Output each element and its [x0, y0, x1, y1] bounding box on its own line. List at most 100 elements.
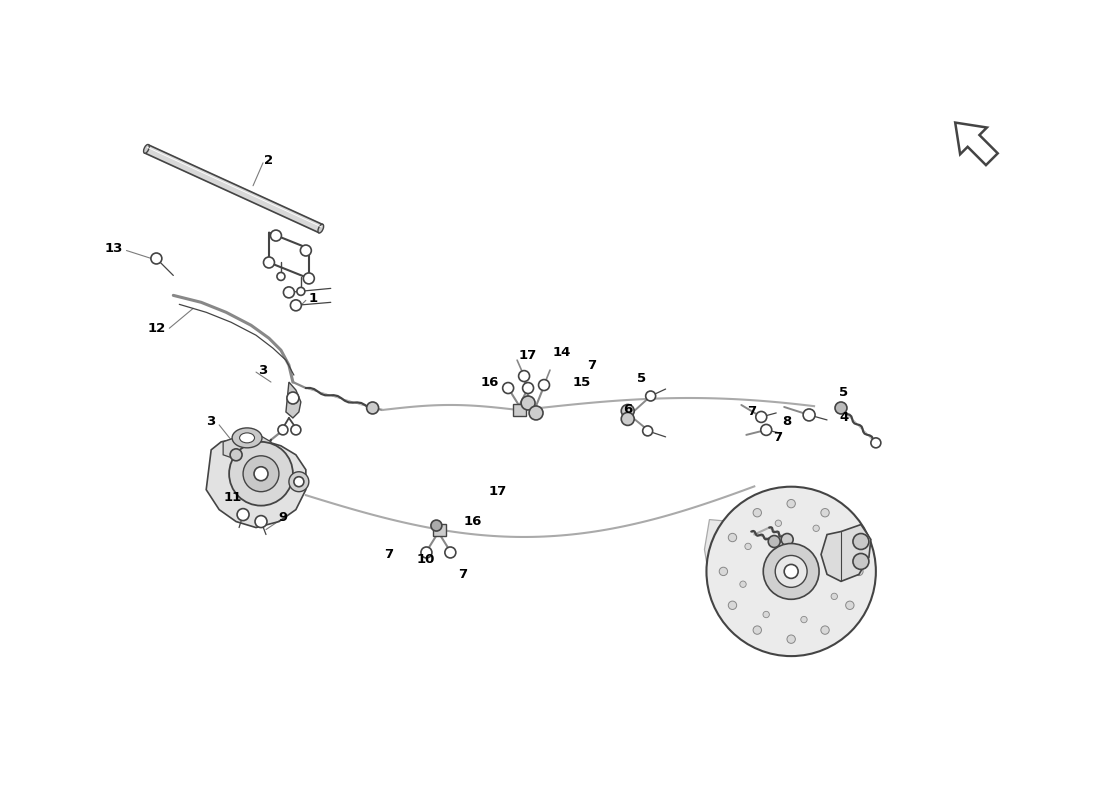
Text: 7: 7	[384, 548, 393, 561]
Circle shape	[740, 581, 746, 587]
Circle shape	[776, 555, 807, 587]
Text: 13: 13	[104, 242, 123, 255]
Circle shape	[444, 547, 455, 558]
Circle shape	[852, 554, 869, 570]
Circle shape	[871, 438, 881, 448]
Circle shape	[763, 543, 820, 599]
Circle shape	[813, 525, 820, 531]
Text: 3: 3	[258, 364, 267, 377]
Text: 6: 6	[623, 403, 632, 417]
Circle shape	[304, 273, 315, 284]
Text: 7: 7	[747, 406, 756, 418]
Circle shape	[821, 626, 829, 634]
Circle shape	[287, 392, 299, 404]
Text: 15: 15	[573, 375, 591, 389]
Circle shape	[855, 567, 864, 575]
Circle shape	[781, 534, 793, 546]
Circle shape	[290, 300, 301, 311]
Polygon shape	[206, 438, 306, 527]
Polygon shape	[513, 404, 526, 416]
Text: 8: 8	[782, 415, 792, 429]
Text: 4: 4	[839, 411, 848, 425]
Polygon shape	[286, 382, 301, 418]
Circle shape	[294, 477, 304, 486]
Circle shape	[801, 616, 807, 622]
Circle shape	[255, 515, 267, 527]
Polygon shape	[821, 525, 871, 582]
Text: 1: 1	[308, 292, 318, 305]
Circle shape	[761, 425, 772, 435]
Circle shape	[728, 534, 737, 542]
Ellipse shape	[240, 433, 254, 443]
Circle shape	[803, 409, 815, 421]
Circle shape	[754, 509, 761, 517]
Circle shape	[756, 411, 767, 422]
Ellipse shape	[232, 428, 262, 448]
Circle shape	[521, 396, 535, 410]
Circle shape	[846, 601, 854, 610]
Circle shape	[784, 565, 799, 578]
Circle shape	[264, 257, 275, 268]
Circle shape	[284, 287, 295, 298]
Text: 2: 2	[264, 154, 274, 167]
Circle shape	[297, 287, 305, 295]
Circle shape	[290, 425, 301, 435]
Polygon shape	[704, 519, 781, 618]
Ellipse shape	[144, 145, 150, 154]
Circle shape	[621, 405, 635, 418]
Circle shape	[151, 253, 162, 264]
Circle shape	[503, 382, 514, 394]
Circle shape	[706, 486, 876, 656]
Text: 10: 10	[416, 553, 434, 566]
Circle shape	[431, 520, 442, 531]
Circle shape	[835, 402, 847, 414]
Text: 7: 7	[772, 431, 782, 444]
Circle shape	[836, 555, 843, 562]
Circle shape	[719, 567, 727, 575]
Circle shape	[254, 466, 268, 481]
Polygon shape	[433, 523, 447, 535]
Circle shape	[271, 230, 282, 241]
Circle shape	[366, 402, 378, 414]
Circle shape	[832, 594, 837, 599]
Circle shape	[852, 534, 869, 550]
Circle shape	[300, 245, 311, 256]
Text: 9: 9	[278, 511, 287, 524]
Text: 5: 5	[637, 371, 646, 385]
Text: 16: 16	[463, 515, 482, 528]
Text: 16: 16	[481, 375, 499, 389]
Circle shape	[642, 426, 652, 436]
Circle shape	[621, 413, 635, 426]
Circle shape	[754, 626, 761, 634]
Circle shape	[646, 391, 656, 401]
Text: 5: 5	[839, 386, 848, 398]
Circle shape	[529, 406, 543, 420]
Circle shape	[238, 509, 249, 521]
Text: 7: 7	[458, 568, 466, 581]
Circle shape	[421, 547, 432, 558]
Circle shape	[230, 449, 242, 461]
Circle shape	[289, 472, 309, 492]
Circle shape	[846, 534, 854, 542]
Text: 17: 17	[519, 349, 537, 362]
Text: 7: 7	[587, 358, 596, 372]
Text: 17: 17	[490, 485, 507, 498]
Text: 11: 11	[224, 491, 242, 504]
Text: 14: 14	[553, 346, 571, 358]
Circle shape	[539, 379, 550, 390]
Circle shape	[229, 442, 293, 506]
Circle shape	[728, 601, 737, 610]
Circle shape	[776, 520, 781, 526]
Text: 12: 12	[147, 322, 165, 334]
Ellipse shape	[318, 224, 323, 233]
Circle shape	[522, 382, 534, 394]
Circle shape	[243, 456, 279, 492]
Circle shape	[278, 425, 288, 435]
Circle shape	[786, 635, 795, 643]
Polygon shape	[955, 122, 998, 165]
Circle shape	[786, 499, 795, 508]
Text: 3: 3	[207, 415, 216, 429]
Circle shape	[821, 509, 829, 517]
Polygon shape	[223, 435, 271, 462]
Circle shape	[763, 611, 769, 618]
